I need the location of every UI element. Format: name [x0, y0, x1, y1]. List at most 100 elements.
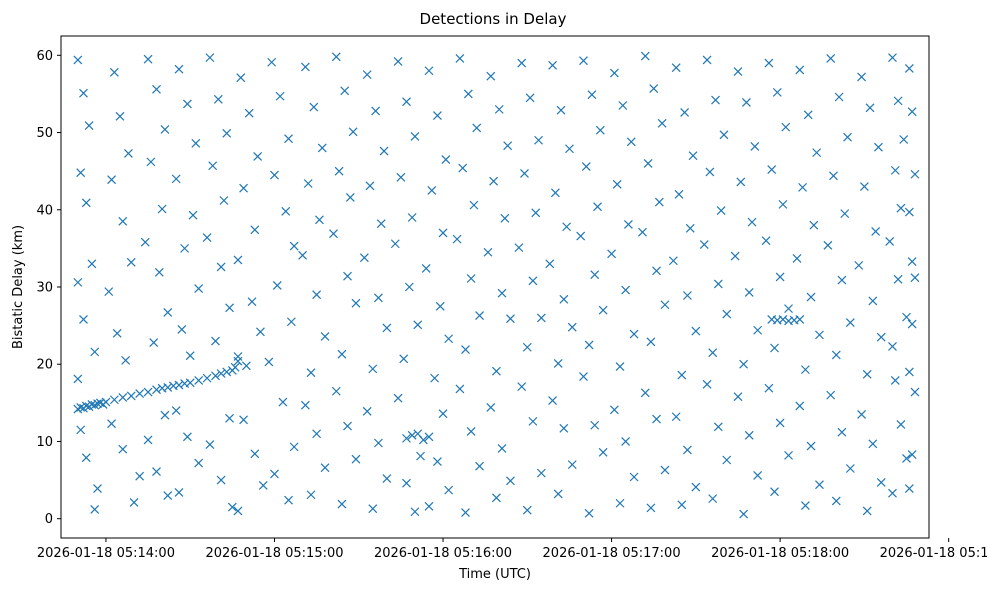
data-point	[579, 372, 588, 382]
data-point	[871, 226, 881, 236]
data-point	[205, 440, 215, 449]
data-point	[343, 421, 352, 431]
data-point	[289, 442, 299, 452]
data-point	[250, 225, 260, 235]
data-point	[626, 137, 636, 147]
data-point	[775, 272, 785, 282]
data-point	[376, 219, 386, 229]
data-point	[888, 488, 897, 498]
data-point	[885, 237, 895, 246]
data-point	[536, 468, 546, 478]
data-point	[107, 419, 116, 429]
data-point	[216, 475, 226, 485]
data-point	[795, 65, 805, 75]
data-point	[890, 376, 900, 385]
data-point	[904, 484, 914, 493]
data-point	[750, 142, 760, 151]
data-point	[444, 485, 454, 495]
data-point	[345, 192, 355, 202]
data-point	[876, 477, 886, 487]
data-point	[713, 422, 723, 432]
data-point	[739, 359, 749, 369]
data-point	[211, 336, 220, 346]
data-point	[800, 365, 810, 375]
data-point	[702, 379, 712, 389]
data-point	[486, 71, 496, 81]
data-point	[615, 362, 625, 371]
data-point	[772, 87, 782, 97]
data-point	[76, 168, 86, 178]
y-axis: 0 10 20 30 40 50 60	[36, 49, 61, 527]
data-point	[331, 52, 341, 62]
data-point	[770, 343, 779, 353]
data-point	[545, 259, 555, 269]
data-point	[438, 409, 448, 419]
y-tick-label: 60	[36, 49, 53, 64]
data-point	[463, 89, 473, 99]
data-point	[862, 369, 872, 379]
data-point	[362, 70, 372, 80]
data-point	[452, 234, 462, 244]
data-point	[722, 455, 732, 465]
data-point	[382, 474, 392, 483]
data-point	[87, 259, 97, 269]
data-point	[826, 390, 836, 400]
data-point	[149, 338, 159, 348]
data-point	[84, 121, 94, 131]
data-point	[239, 415, 249, 425]
data-point	[868, 296, 878, 306]
data-point	[770, 487, 779, 497]
data-point	[646, 503, 656, 513]
data-point	[81, 198, 91, 208]
data-point	[803, 110, 813, 120]
data-point	[657, 118, 667, 128]
data-point	[331, 386, 341, 396]
data-point	[837, 275, 847, 285]
data-point	[699, 240, 709, 249]
data-point	[337, 499, 347, 509]
data-point	[598, 447, 608, 457]
data-point	[660, 465, 670, 475]
data-point	[660, 300, 670, 310]
data-point	[581, 162, 591, 171]
data-point	[890, 165, 900, 175]
data-point	[595, 125, 605, 135]
data-point	[73, 277, 83, 287]
data-point	[831, 496, 841, 506]
data-point	[767, 165, 777, 175]
y-tick-label: 10	[36, 435, 53, 450]
data-point	[528, 276, 538, 286]
data-point	[163, 491, 173, 500]
data-point	[185, 378, 195, 388]
data-point	[531, 208, 541, 218]
data-point	[455, 384, 465, 394]
data-point	[109, 395, 119, 405]
data-point	[522, 342, 532, 352]
data-point	[435, 301, 445, 311]
data-point	[171, 406, 181, 415]
data-point	[135, 471, 145, 481]
data-point	[402, 97, 411, 107]
data-point	[79, 88, 88, 98]
data-point	[76, 425, 86, 435]
data-point	[682, 291, 692, 300]
data-point	[904, 207, 914, 217]
data-point	[904, 367, 914, 377]
data-point	[857, 410, 867, 419]
data-point	[222, 128, 232, 138]
data-point	[522, 505, 532, 515]
data-point	[845, 464, 855, 473]
data-point	[334, 166, 344, 176]
data-point	[719, 130, 729, 140]
data-point	[649, 84, 659, 93]
data-point	[553, 359, 563, 368]
data-point	[424, 66, 434, 76]
data-point	[888, 342, 897, 351]
data-point	[174, 488, 184, 497]
data-point	[424, 432, 434, 442]
data-point	[315, 215, 324, 225]
data-point	[668, 256, 678, 266]
data-point	[567, 322, 577, 332]
points-layer	[73, 51, 920, 519]
